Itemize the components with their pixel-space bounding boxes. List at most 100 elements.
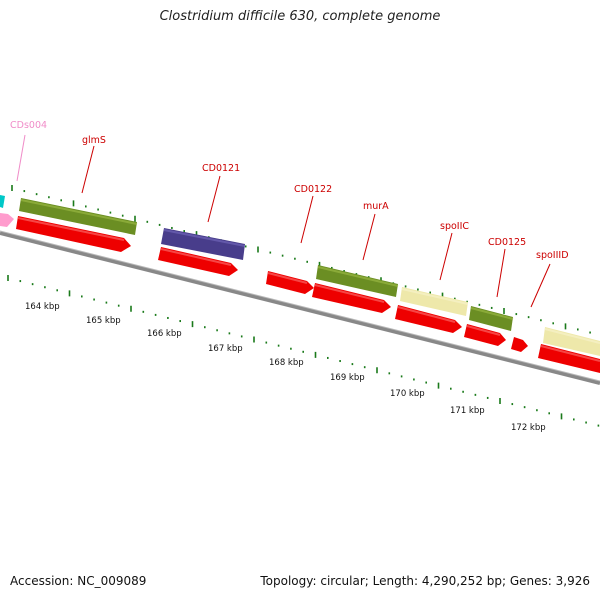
minor-tick <box>454 297 456 300</box>
minor-tick <box>281 254 284 257</box>
minor-tick <box>44 286 46 289</box>
feature-bar-glms <box>19 198 137 235</box>
minor-tick <box>523 406 526 409</box>
minor-tick <box>413 378 415 381</box>
bar-highlight <box>163 229 246 247</box>
cds-arrow <box>16 216 131 252</box>
cds-arrow-pink <box>0 213 14 227</box>
minor-tick <box>60 199 62 202</box>
minor-tick <box>474 393 477 396</box>
major-tick <box>72 200 75 207</box>
leader-cd0125 <box>496 248 506 298</box>
minor-tick <box>462 390 464 393</box>
minor-tick <box>552 322 554 325</box>
leader-cd0122 <box>300 195 314 244</box>
gene-label-cd0121: CD0121 <box>202 163 240 174</box>
minor-tick <box>117 304 120 307</box>
kbp-label-169: 169 kbp <box>330 373 365 383</box>
leader-spoiic <box>439 232 453 281</box>
accession-text: Accession: NC_009089 <box>10 574 147 588</box>
gene-label-glms: glmS <box>82 135 106 146</box>
leader-spoiiid <box>530 263 551 308</box>
major-tick <box>134 215 136 222</box>
minor-tick <box>158 223 161 226</box>
minor-tick <box>142 310 145 313</box>
arrow-highlight <box>466 325 501 336</box>
minor-tick <box>265 341 268 344</box>
minor-tick <box>167 316 169 319</box>
gene-label-cd0125: CD0125 <box>488 237 526 248</box>
minor-tick <box>478 303 481 306</box>
bar-highlight <box>317 266 399 287</box>
cds-arrow <box>538 344 600 373</box>
minor-tick <box>204 326 206 329</box>
minor-tick <box>302 350 304 353</box>
kbp-label-170: 170 kbp <box>390 389 425 399</box>
major-tick <box>318 261 321 268</box>
bar-highlight <box>470 307 514 320</box>
arrow-highlight <box>267 272 308 284</box>
upper-tick-track <box>11 185 591 334</box>
minor-tick <box>486 396 489 399</box>
genome-backbone <box>0 231 600 385</box>
minor-tick <box>179 320 181 323</box>
minor-tick <box>269 251 272 254</box>
minor-tick <box>363 366 366 369</box>
major-tick <box>503 308 505 314</box>
minor-tick <box>85 205 87 208</box>
minor-tick <box>294 257 296 260</box>
minor-tick <box>400 375 403 378</box>
cds-arrow <box>464 324 506 346</box>
minor-tick <box>466 300 468 303</box>
cds-arrow <box>266 271 314 294</box>
minor-tick <box>56 289 58 292</box>
lower-tick-track <box>7 275 600 427</box>
minor-tick <box>277 344 280 347</box>
minor-tick <box>240 335 243 338</box>
minor-tick <box>244 245 247 248</box>
major-tick <box>68 290 71 297</box>
minor-tick <box>105 301 108 304</box>
minor-tick <box>417 288 419 291</box>
cds-arrow <box>158 247 238 276</box>
minor-tick <box>515 313 518 316</box>
kbp-label-167: 167 kbp <box>208 344 243 354</box>
minor-tick <box>306 260 308 263</box>
minor-tick <box>146 220 149 223</box>
arrow-highlight <box>540 345 600 362</box>
major-tick <box>564 323 567 330</box>
major-tick <box>11 185 13 191</box>
major-tick <box>376 367 378 374</box>
minor-tick <box>154 313 157 316</box>
gene-label-cds004: CDs004 <box>10 120 47 131</box>
major-tick <box>499 398 501 404</box>
major-tick <box>191 321 194 328</box>
minor-tick <box>35 193 38 196</box>
feature-bar-cyan <box>0 195 5 208</box>
minor-tick <box>388 372 391 375</box>
bar-highlight <box>20 199 138 225</box>
minor-tick <box>93 298 95 301</box>
cds-arrow <box>511 337 528 352</box>
major-tick <box>437 382 440 389</box>
minor-tick <box>585 421 587 424</box>
minor-tick <box>450 387 452 390</box>
major-tick <box>253 336 255 343</box>
minor-tick <box>183 230 185 233</box>
genome-backbone-highlight <box>0 230 600 382</box>
minor-tick <box>597 424 600 427</box>
minor-tick <box>536 409 538 412</box>
minor-tick <box>425 381 427 384</box>
minor-tick <box>327 356 329 359</box>
kbp-label-166: 166 kbp <box>147 329 182 339</box>
leader-cd0121 <box>207 175 221 223</box>
major-tick <box>257 246 259 253</box>
minor-tick <box>19 280 22 283</box>
feature-bar-cd0122 <box>316 265 398 297</box>
minor-tick <box>577 328 579 331</box>
minor-tick <box>573 418 575 421</box>
gene-label-spoiiid: spoIIID <box>536 250 569 261</box>
minor-tick <box>228 332 231 335</box>
